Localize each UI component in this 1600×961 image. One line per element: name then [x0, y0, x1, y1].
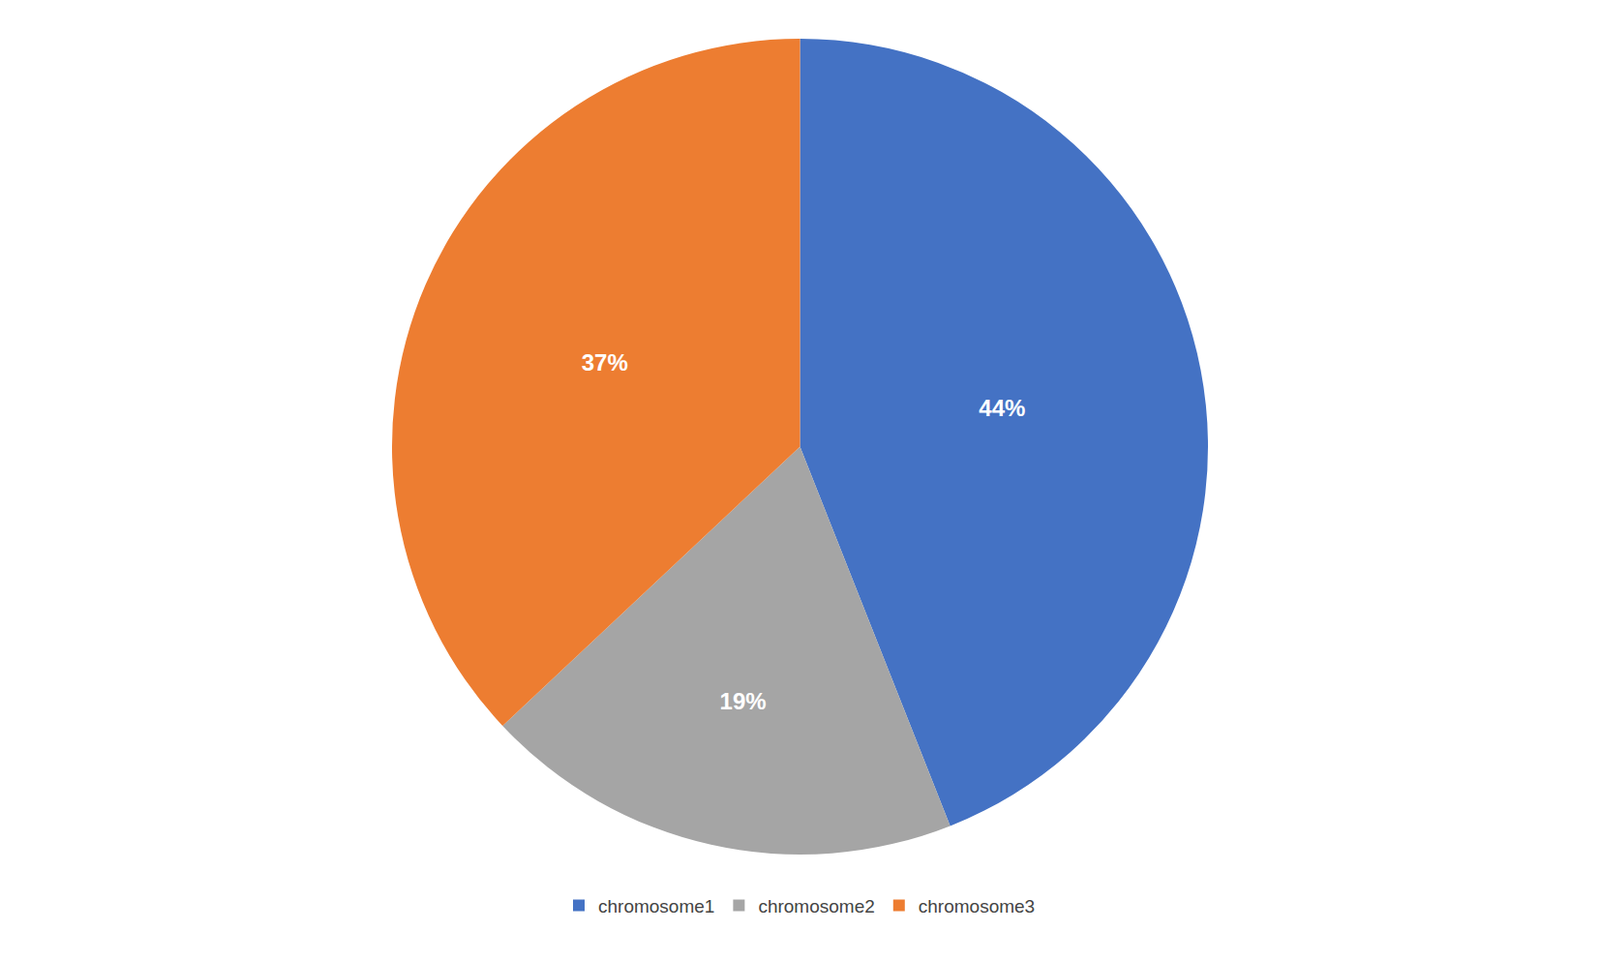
svg-text:chromosome1: chromosome1 [598, 896, 715, 917]
svg-text:37%: 37% [581, 349, 629, 376]
svg-text:19%: 19% [720, 688, 767, 715]
svg-text:chromosome3: chromosome3 [918, 896, 1035, 917]
svg-text:chromosome2: chromosome2 [757, 896, 875, 917]
svg-text:44%: 44% [978, 394, 1026, 422]
